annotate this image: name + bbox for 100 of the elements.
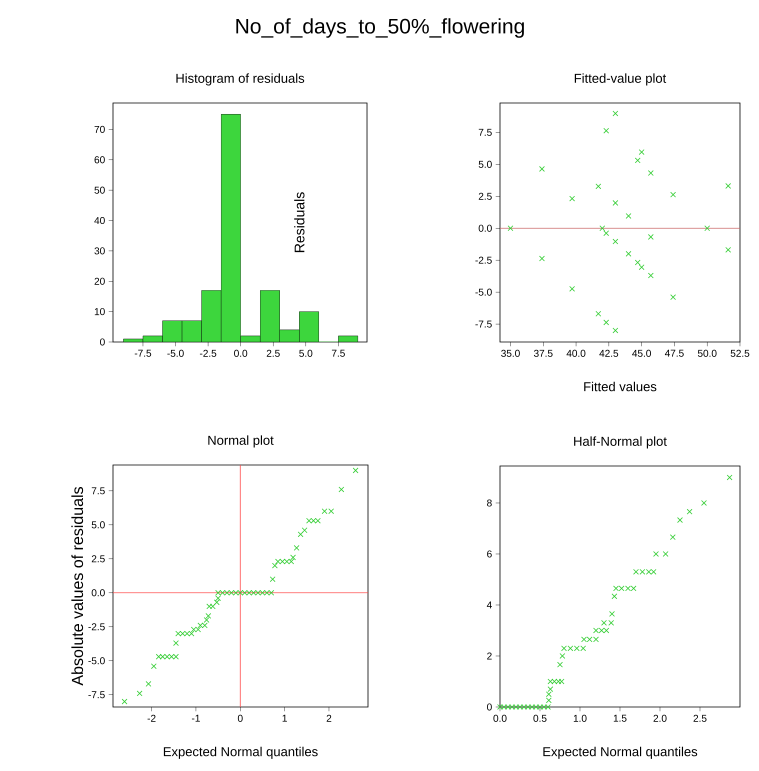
point: [298, 531, 304, 538]
y-tick-label: 5.0: [92, 521, 105, 528]
point: [290, 554, 296, 560]
point: [612, 238, 618, 244]
point: [662, 551, 668, 557]
point: [272, 562, 278, 568]
point: [508, 225, 514, 232]
y-tick-label: 6: [487, 550, 492, 558]
point: [648, 170, 654, 176]
point: [634, 158, 641, 164]
x-tick-label: 2.5: [266, 350, 280, 357]
point: [215, 595, 221, 602]
x-tick-label: 52.5: [730, 350, 750, 357]
point: [599, 225, 606, 232]
y-tick-label: 0: [487, 703, 492, 711]
point: [638, 149, 645, 155]
y-tick-label: 8: [487, 499, 492, 507]
y-tick-label: 20: [94, 278, 105, 285]
y-tick-label: 40: [94, 216, 105, 224]
point: [156, 654, 162, 660]
x-tick-label: 1.5: [614, 714, 627, 722]
point: [557, 662, 563, 668]
y-tick-label: -7.5: [475, 320, 492, 328]
x-tick-label: -1: [192, 714, 200, 722]
point: [509, 704, 515, 710]
point: [556, 678, 562, 684]
point: [725, 246, 732, 253]
point: [612, 593, 618, 600]
x-tick-label: 45.0: [632, 350, 651, 357]
point: [612, 110, 618, 116]
y-tick-label: 30: [94, 247, 105, 254]
y-axis-title: Absolute values of residuals: [71, 487, 84, 686]
chart-title: Histogram of residuals: [176, 73, 304, 86]
x-tick-label: 35.0: [501, 350, 520, 357]
point: [541, 704, 547, 710]
y-tick-label: 4: [486, 602, 492, 608]
point: [122, 698, 128, 704]
x-tick-label: 2: [326, 714, 332, 722]
point: [270, 576, 276, 582]
x-tick-label: 0.0: [234, 350, 248, 357]
point: [525, 704, 531, 710]
x-tick-label: 40.0: [566, 350, 586, 357]
y-tick-label: 2.5: [478, 192, 492, 200]
point: [268, 590, 274, 596]
point: [725, 183, 732, 189]
point: [634, 260, 641, 266]
y-axis-title: Residuals: [294, 192, 304, 252]
point: [626, 250, 632, 257]
y-tick-label: 2: [487, 652, 492, 660]
x-tick-label: 1: [282, 714, 287, 722]
y-tick-label: 50: [94, 186, 105, 194]
y-tick-label: 70: [94, 126, 105, 133]
point: [603, 320, 610, 326]
y-tick-label: 7.5: [478, 128, 492, 136]
chart-title: Fitted-value plot: [574, 73, 666, 86]
point: [726, 474, 732, 480]
point: [150, 663, 157, 670]
x-tick-label: 2.5: [694, 714, 707, 722]
point: [505, 704, 511, 710]
x-tick-label: -2: [148, 714, 156, 722]
point: [638, 264, 645, 270]
point: [533, 704, 539, 710]
y-tick-label: 0: [100, 338, 105, 346]
y-tick-label: -2.5: [475, 256, 492, 264]
x-axis-title: Expected Normal quantiles: [164, 746, 318, 759]
point: [175, 630, 182, 636]
point: [545, 704, 551, 710]
point: [670, 192, 676, 198]
y-tick-label: 7.5: [92, 487, 105, 494]
x-tick-label: 0: [238, 714, 243, 722]
x-tick-label: -7.5: [134, 350, 152, 357]
point: [677, 517, 683, 523]
y-tick-label: -2.5: [88, 623, 105, 630]
point: [569, 196, 576, 202]
point: [294, 545, 300, 551]
y-tick-label: -5.0: [475, 288, 492, 296]
x-tick-label: -2.5: [200, 350, 216, 357]
point: [146, 681, 152, 687]
x-tick-label: 37.5: [534, 350, 553, 357]
point: [204, 617, 210, 623]
point: [513, 704, 519, 710]
x-tick-label: -5.0: [167, 350, 184, 357]
x-tick-label: 0.5: [533, 714, 547, 722]
x-tick-label: 5.0: [299, 350, 312, 357]
point: [210, 604, 216, 610]
y-tick-label: 0.0: [92, 589, 105, 596]
text: No_of_days_to_50%_flowering: [236, 18, 524, 38]
point: [670, 294, 676, 300]
point: [517, 704, 523, 710]
point: [497, 704, 503, 710]
x-tick-label: 42.5: [599, 350, 618, 357]
y-tick-label: 5.0: [478, 160, 492, 168]
point: [648, 234, 654, 240]
point: [206, 604, 212, 610]
chart-title: Normal plot: [208, 435, 274, 448]
point: [501, 704, 507, 710]
point: [595, 310, 602, 317]
point: [704, 225, 710, 232]
point: [302, 527, 308, 534]
point: [539, 256, 545, 262]
